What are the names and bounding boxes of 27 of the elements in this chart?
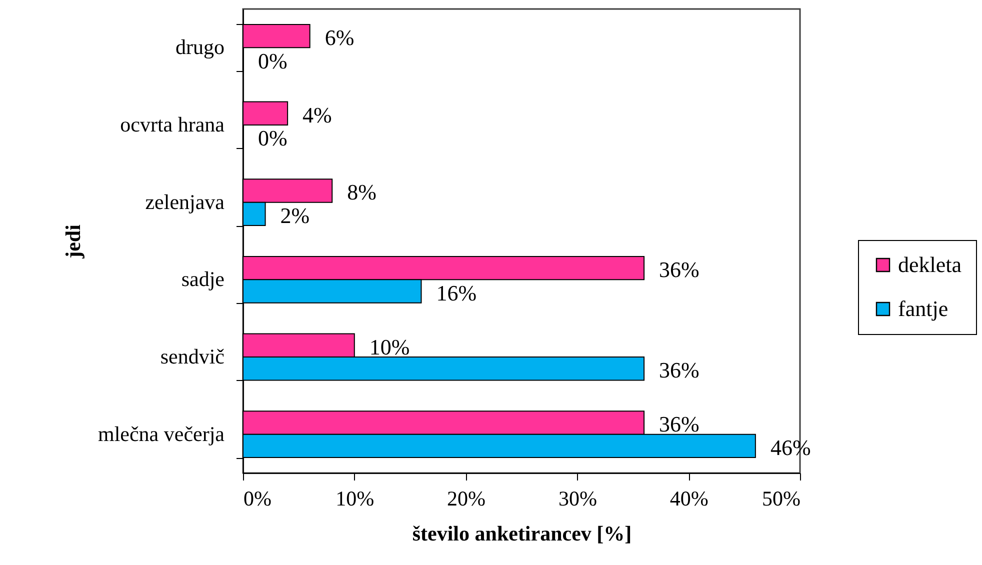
data-label: 16% bbox=[436, 280, 477, 306]
x-tick-label: 30% bbox=[558, 486, 597, 510]
data-label: 36% bbox=[659, 358, 700, 383]
y-tick-label: sadje bbox=[181, 267, 224, 292]
y-axis-title: jedi bbox=[61, 224, 86, 260]
data-label: 8% bbox=[347, 180, 376, 205]
data-label: 10% bbox=[369, 334, 410, 360]
y-tick-label: ocvrta hrana bbox=[120, 112, 226, 136]
data-label: 36% bbox=[659, 257, 700, 282]
data-label: 36% bbox=[659, 412, 700, 437]
y-tick-label: sendvič bbox=[160, 344, 224, 368]
x-tick-label: 40% bbox=[670, 486, 708, 510]
data-label: 2% bbox=[280, 202, 310, 228]
data-label: 6% bbox=[324, 25, 354, 50]
legend-label: fantje bbox=[898, 296, 948, 321]
data-label: 0% bbox=[258, 126, 288, 151]
legend-label: dekleta bbox=[898, 252, 962, 277]
y-tick-label: drugo bbox=[176, 35, 224, 60]
x-tick-label: 20% bbox=[447, 486, 486, 510]
data-label: 4% bbox=[302, 102, 332, 128]
x-axis-title: število anketirancev [%] bbox=[412, 522, 632, 546]
y-tick-label: zelenjava bbox=[145, 190, 226, 214]
x-tick-label: 10% bbox=[336, 486, 374, 510]
x-tick-label: 50% bbox=[762, 486, 800, 510]
x-tick-label: 0% bbox=[244, 486, 272, 510]
data-label: 0% bbox=[258, 48, 288, 74]
y-tick-label: mlečna večerja bbox=[98, 422, 226, 446]
